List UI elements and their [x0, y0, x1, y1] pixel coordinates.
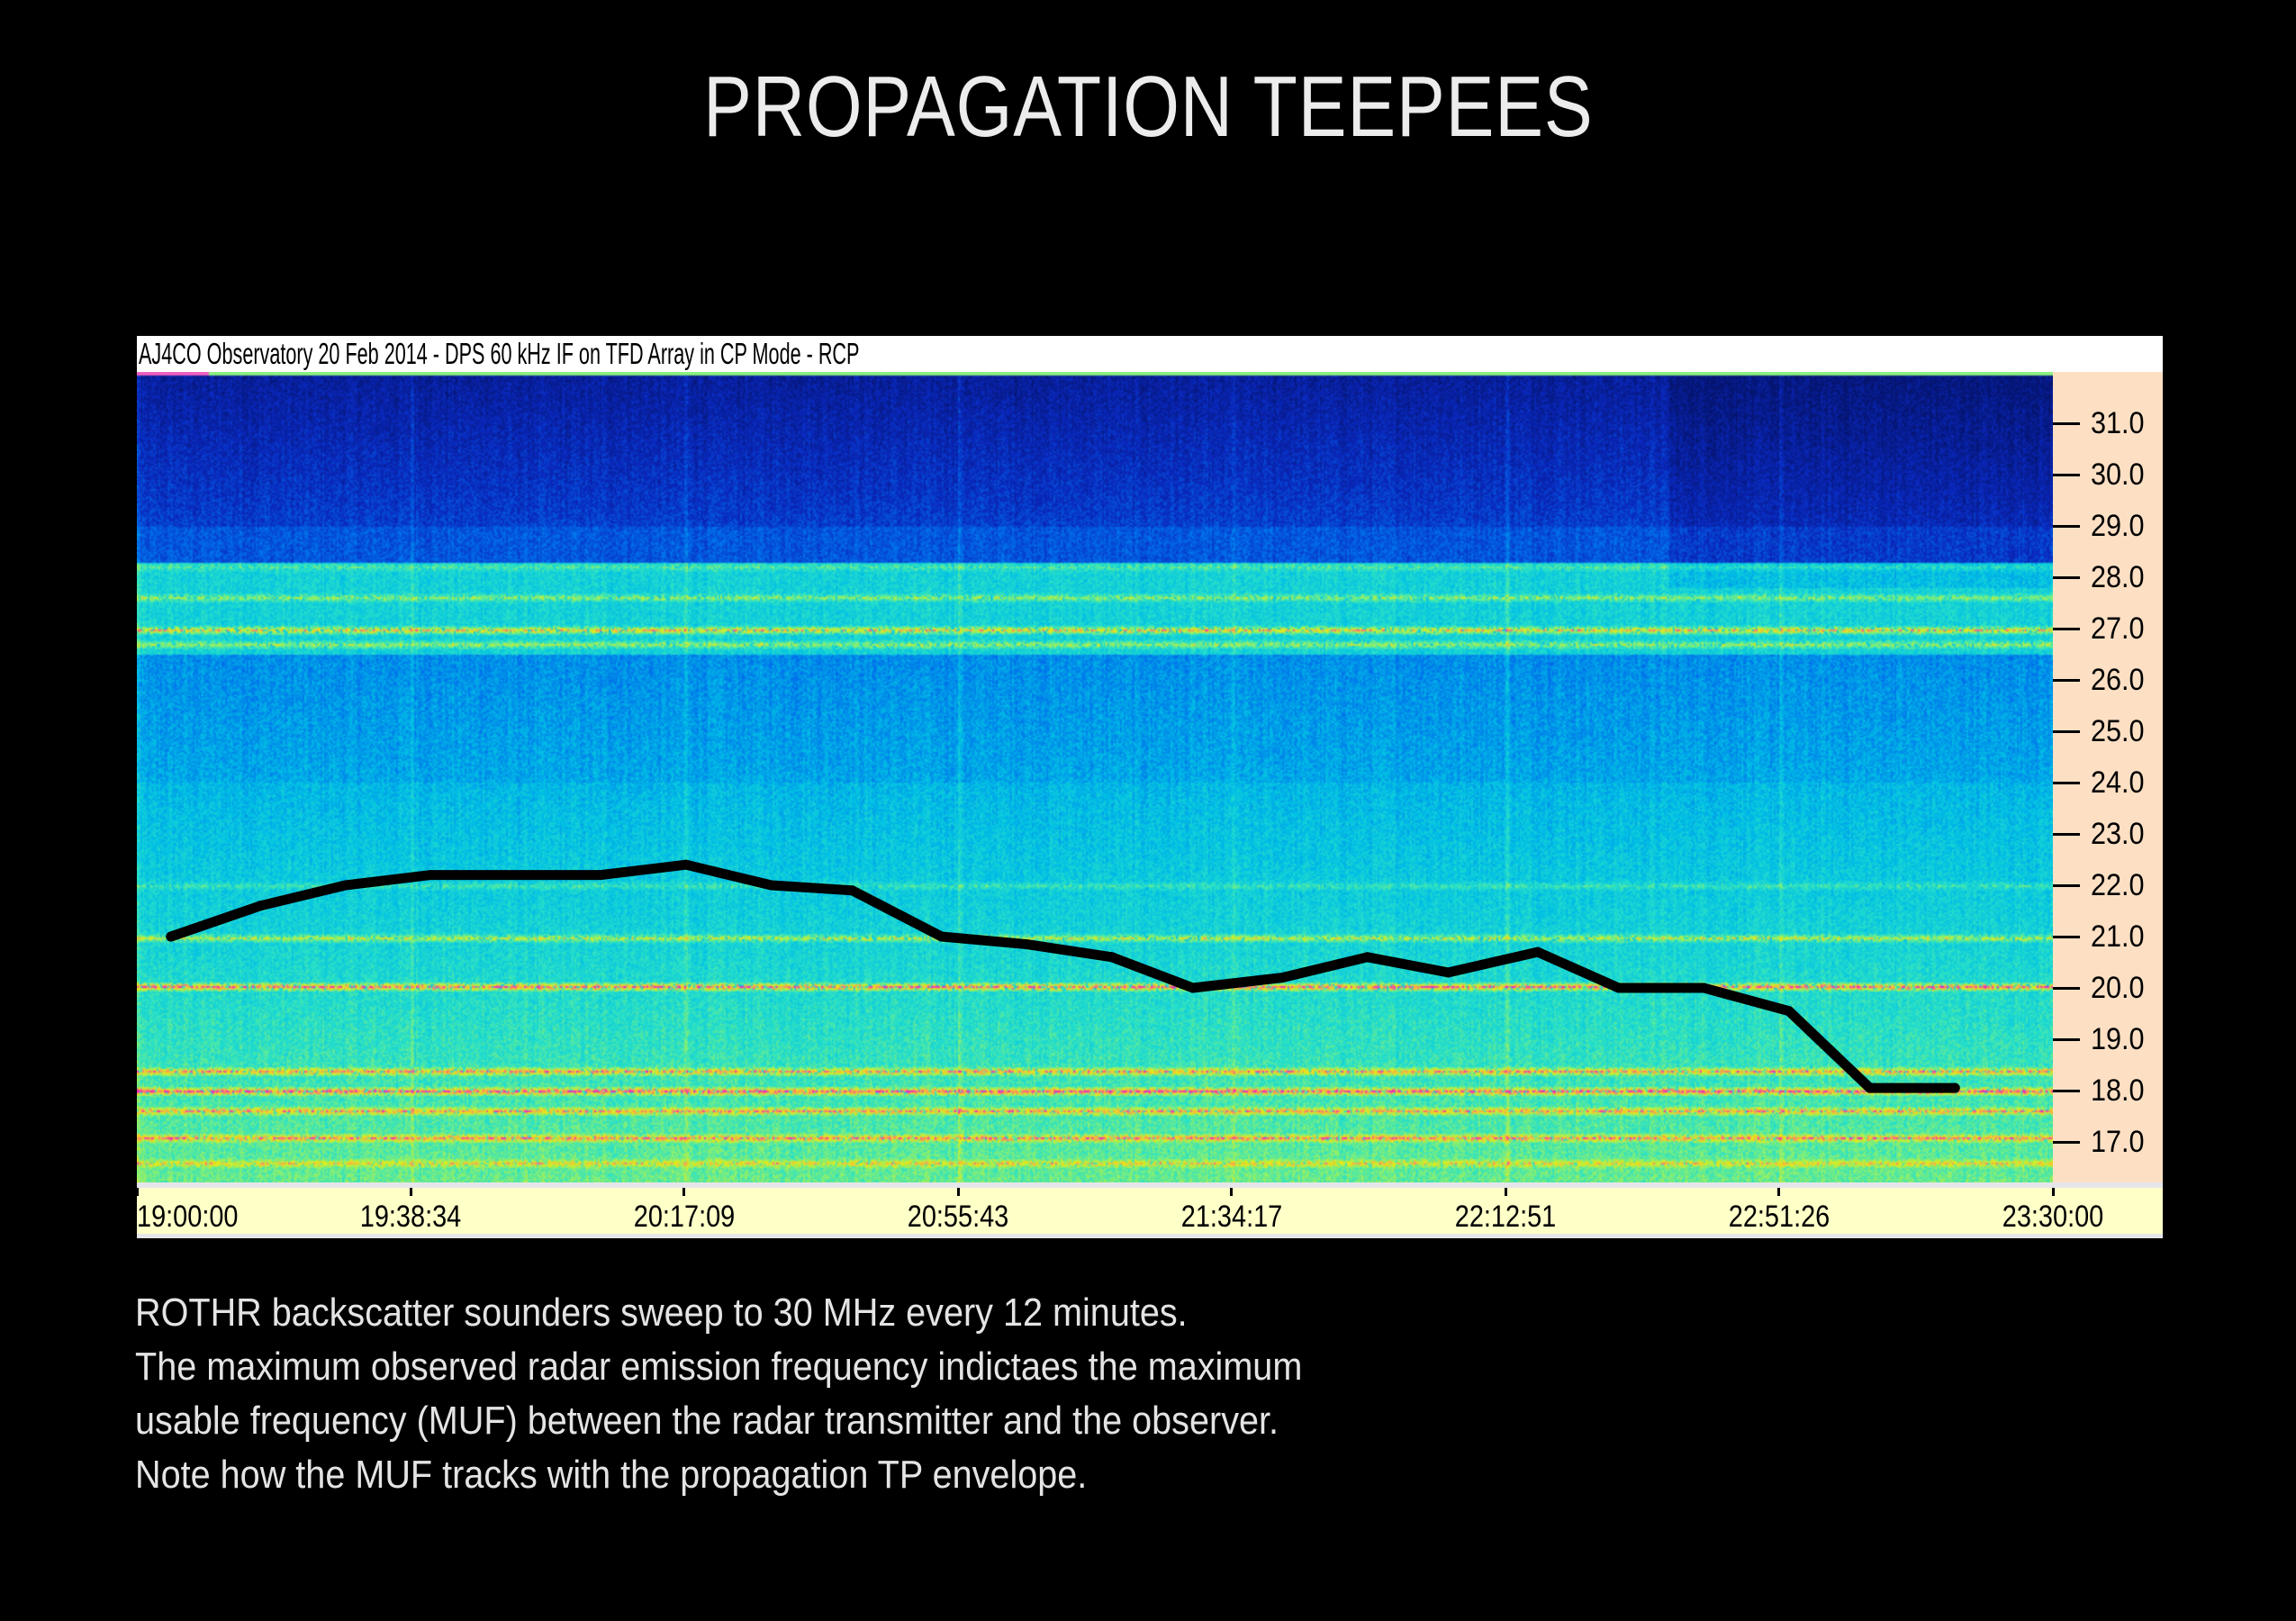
time-axis: 19:00:00 19:38:34 20:17:09 20:55:43 21:34:17…: [135, 1188, 2163, 1234]
y-tick-label: 26.0: [2091, 663, 2145, 697]
y-tick-label: 23.0: [2091, 817, 2145, 851]
y-tick-label: 29.0: [2091, 509, 2145, 543]
figure-header-text: AJ4CO Observatory 20 Feb 2014 - DPS 60 k…: [139, 337, 860, 370]
x-tick-label: 20:55:43: [907, 1200, 1009, 1234]
y-tick-label: 22.0: [2091, 868, 2145, 902]
muf-point: [1188, 983, 1198, 993]
x-axis-bottom-border: [137, 1234, 2163, 1238]
muf-point: [1865, 1082, 1876, 1093]
page-title-text: PROPAGATION TEEPEES: [702, 59, 1594, 155]
y-tick: [2053, 832, 2080, 836]
muf-point: [936, 931, 947, 942]
y-tick: [2053, 421, 2080, 425]
figure-header: AJ4CO Observatory 20 Feb 2014 - DPS 60 k…: [137, 336, 2163, 372]
muf-point: [1107, 952, 1117, 963]
y-tick-label: 17.0: [2091, 1125, 2145, 1159]
muf-point: [1784, 1006, 1794, 1017]
muf-point: [766, 880, 777, 891]
x-tick: [2051, 1188, 2055, 1196]
y-tick: [2053, 883, 2080, 887]
muf-point: [846, 885, 857, 896]
x-tick-label: 19:38:34: [359, 1200, 462, 1234]
muf-point: [1532, 946, 1543, 957]
x-tick: [956, 1188, 960, 1196]
x-tick: [1230, 1188, 1234, 1196]
y-tick-label: 25.0: [2091, 714, 2145, 748]
y-tick: [2053, 781, 2080, 784]
y-tick: [2053, 473, 2080, 476]
muf-point: [340, 880, 351, 891]
spectrogram-image: [137, 372, 2053, 1182]
muf-point: [1698, 983, 1709, 993]
y-tick-label: 27.0: [2091, 611, 2145, 646]
muf-point: [166, 931, 176, 942]
muf-point: [1949, 1082, 1960, 1093]
y-tick: [2053, 1037, 2080, 1041]
muf-point: [1442, 967, 1453, 978]
x-tick-label: 21:34:17: [1180, 1200, 1283, 1234]
y-tick-label: 19.0: [2091, 1022, 2145, 1056]
y-tick: [2053, 575, 2080, 579]
y-tick: [2053, 1089, 2080, 1092]
muf-point: [1362, 952, 1373, 963]
y-tick-label: 20.0: [2091, 971, 2145, 1005]
y-tick: [2053, 1140, 2080, 1144]
y-tick-label: 21.0: [2091, 919, 2145, 954]
x-tick-label: 22:12:51: [1454, 1200, 1557, 1234]
y-tick-label: 24.0: [2091, 765, 2145, 800]
muf-point: [1021, 939, 1032, 950]
muf-point: [425, 870, 436, 881]
caption-line: usable frequency (MUF) between the radar…: [135, 1399, 1279, 1443]
caption-line: Note how the MUF tracks with the propaga…: [135, 1453, 1088, 1497]
y-tick: [2053, 986, 2080, 990]
x-tick: [409, 1188, 412, 1196]
frequency-axis: 31.0 30.0 29.0 28.0 27.0 26.0 25.0 24.0 23.0 22.0…: [2053, 372, 2163, 1182]
muf-line: [166, 859, 1960, 1093]
y-tick-label: 28.0: [2091, 560, 2145, 594]
y-tick-label: 31.0: [2091, 406, 2145, 440]
x-tick-label: 23:30:00: [2002, 1200, 2104, 1234]
x-tick-label: 19:00:00: [137, 1200, 239, 1234]
y-tick-label: 30.0: [2091, 457, 2145, 492]
x-tick-label: 22:51:26: [1728, 1200, 1830, 1234]
muf-point: [681, 859, 692, 870]
y-tick-label: 18.0: [2091, 1073, 2145, 1108]
muf-line-plot: [166, 859, 1960, 1093]
page-title: PROPAGATION TEEPEES: [0, 58, 2296, 157]
caption-line: The maximum observed radar emission freq…: [135, 1345, 1303, 1389]
x-tick: [1777, 1188, 1781, 1196]
caption: ROTHR backscatter sounders sweep to 30 M…: [135, 1286, 1432, 1502]
x-axis-separator: [137, 1182, 2163, 1188]
muf-point: [1277, 973, 1288, 983]
y-tick: [2053, 524, 2080, 528]
spectrogram-figure: AJ4CO Observatory 20 Feb 2014 - DPS 60 k…: [135, 336, 2163, 1238]
y-tick: [2053, 627, 2080, 630]
muf-point: [255, 901, 266, 911]
x-tick: [1504, 1188, 1507, 1196]
muf-point: [595, 870, 606, 881]
muf-point: [1614, 983, 1624, 993]
y-tick: [2053, 678, 2080, 682]
x-tick: [682, 1188, 686, 1196]
y-tick: [2053, 935, 2080, 938]
y-tick: [2053, 729, 2080, 733]
caption-line: ROTHR backscatter sounders sweep to 30 M…: [135, 1290, 1188, 1335]
x-tick-label: 20:17:09: [633, 1200, 736, 1234]
x-tick: [135, 1188, 139, 1196]
